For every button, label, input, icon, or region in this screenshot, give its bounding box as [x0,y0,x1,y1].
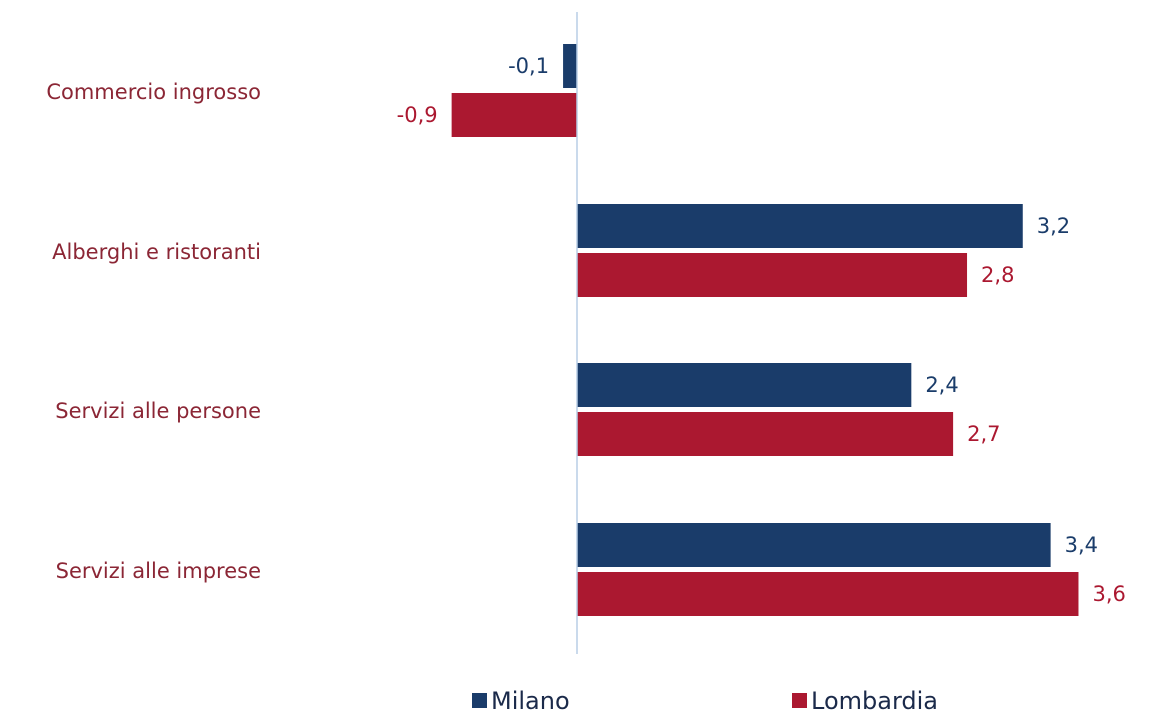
value-label: 2,8 [981,263,1014,287]
bars-group [451,44,1079,616]
bar-milano [563,44,577,88]
value-labels: -0,1 -0,9 3,2 2,8 2,4 2,7 3,4 3,6 [397,54,1126,606]
bar-milano [577,523,1051,567]
legend-label-lombardia: Lombardia [811,687,938,711]
value-label: 3,4 [1065,533,1098,557]
value-label: 2,7 [967,422,1000,446]
bar-milano [577,204,1023,248]
value-label: 2,4 [925,373,958,397]
bar-lombardia [577,412,954,456]
value-label: 3,6 [1092,582,1125,606]
value-label: -0,1 [508,54,549,78]
category-label: Commercio ingrosso [46,80,261,104]
category-label: Servizi alle persone [55,399,261,423]
legend: Milano Lombardia [472,687,938,711]
legend-swatch-lombardia [792,693,807,708]
bar-lombardia [451,93,577,137]
category-label: Servizi alle imprese [56,559,261,583]
legend-label-milano: Milano [491,687,570,711]
category-label: Alberghi e ristoranti [52,240,261,264]
value-label: 3,2 [1037,214,1070,238]
bar-milano [577,363,912,407]
bar-lombardia [577,572,1079,616]
bar-lombardia [577,253,968,297]
legend-swatch-milano [472,693,487,708]
value-label: -0,9 [397,103,438,127]
category-labels: Commercio ingrosso Alberghi e ristoranti S… [46,80,261,583]
